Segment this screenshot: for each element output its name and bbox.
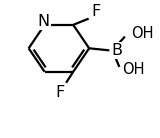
Text: F: F [56,85,65,100]
Text: N: N [38,14,50,29]
Text: OH: OH [123,62,145,77]
Text: F: F [91,4,100,19]
Text: B: B [112,43,123,58]
Text: OH: OH [131,26,154,41]
